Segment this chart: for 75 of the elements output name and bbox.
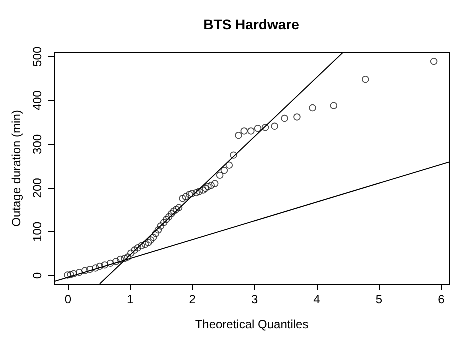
- x-tick-label: 1: [127, 292, 134, 306]
- point: [281, 114, 288, 122]
- point: [208, 182, 215, 190]
- point: [216, 172, 224, 180]
- point: [212, 180, 219, 188]
- point: [309, 104, 316, 112]
- point: [196, 188, 204, 196]
- point: [172, 206, 180, 214]
- point: [64, 272, 72, 279]
- point: [106, 260, 114, 268]
- point: [121, 255, 129, 262]
- point: [179, 195, 186, 202]
- x-tick-label: 4: [314, 292, 321, 306]
- point: [116, 256, 124, 264]
- point: [240, 128, 248, 135]
- point: [142, 241, 150, 248]
- point: [150, 234, 158, 242]
- point: [101, 262, 109, 269]
- point: [70, 270, 78, 278]
- y-tick-label: 400: [30, 90, 44, 111]
- point: [175, 204, 183, 212]
- point: [230, 152, 238, 159]
- point: [262, 124, 270, 132]
- point: [162, 216, 170, 224]
- point: [86, 266, 94, 274]
- point: [186, 191, 194, 198]
- point: [81, 267, 89, 274]
- point: [92, 264, 100, 272]
- point: [138, 242, 146, 250]
- point: [248, 128, 255, 135]
- point: [271, 122, 278, 130]
- point: [330, 102, 338, 110]
- point: [294, 114, 301, 121]
- y-tick-label: 200: [30, 178, 44, 198]
- point: [188, 190, 196, 198]
- point: [202, 184, 210, 192]
- y-tick-label: 0: [30, 272, 44, 280]
- point: [124, 254, 132, 261]
- point: [112, 258, 120, 266]
- point: [157, 222, 165, 230]
- x-tick-label: 2: [189, 292, 196, 306]
- x-tick-label: 6: [438, 292, 446, 306]
- point: [235, 132, 242, 140]
- point: [165, 213, 173, 221]
- point: [154, 226, 162, 234]
- point: [76, 269, 84, 276]
- point: [147, 236, 155, 244]
- y-tick-label: 500: [30, 46, 44, 67]
- point: [160, 219, 168, 226]
- point: [168, 210, 176, 218]
- x-tick-label: 5: [376, 292, 383, 306]
- x-axis-title: Theoretical Quantiles: [195, 318, 309, 332]
- point: [67, 271, 74, 278]
- y-tick-label: 100: [30, 222, 44, 242]
- y-axis-title: Outage duration (min): [10, 110, 24, 227]
- point: [204, 183, 212, 190]
- point: [96, 262, 104, 270]
- point: [170, 208, 178, 215]
- point: [220, 167, 228, 174]
- point: [134, 244, 142, 252]
- point: [128, 250, 135, 257]
- point: [131, 246, 138, 254]
- point: [226, 162, 234, 169]
- x-tick-label: 0: [64, 292, 72, 306]
- point: [182, 193, 190, 200]
- chart-title: BTS Hardware: [204, 16, 300, 32]
- y-tick-label: 300: [30, 134, 44, 154]
- x-tick-label: 3: [251, 292, 258, 306]
- point: [200, 186, 207, 194]
- point: [430, 58, 438, 66]
- point: [192, 189, 200, 197]
- point: [152, 230, 160, 238]
- point: [254, 125, 262, 132]
- point: [144, 239, 152, 246]
- point: [362, 76, 370, 84]
